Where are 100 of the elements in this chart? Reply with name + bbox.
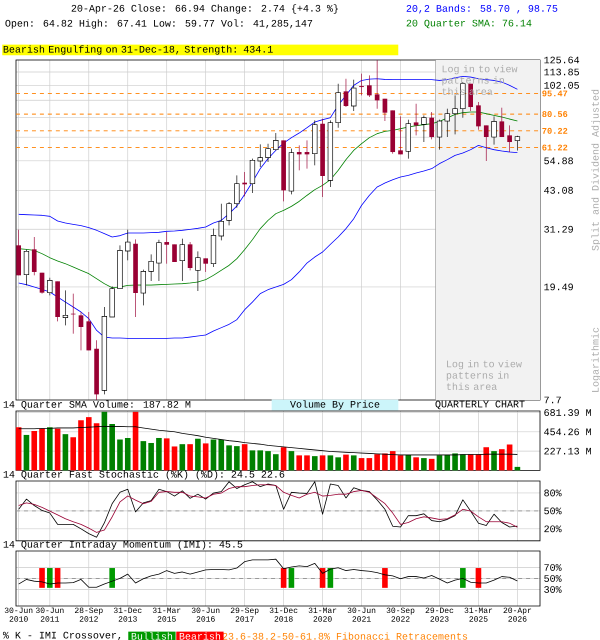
x-tick-label: 30-Jun 2011 [36,608,64,622]
candlestick [367,75,372,98]
ref-line-label: 70.22 [542,128,568,134]
chart-title: 14 Quarter Fast Stochastic (%K) (%D): 24.5 22.6 [4,470,284,480]
bar [187,444,193,470]
x-tick-label: 30-Jun 2010 [4,608,32,622]
bar [70,437,76,470]
candlestick [414,103,418,136]
x-tick-label: 30-Sep 2022 [386,608,414,622]
bar [491,451,497,470]
bar [117,440,123,470]
candlestick [476,102,481,130]
bar [265,451,271,470]
bar [86,417,92,470]
y-tick-label: 19.49 [544,284,573,290]
bar [413,457,419,470]
ref-line-label: 95.47 [542,90,568,96]
bar [382,453,388,470]
bar [428,458,434,470]
candlestick [499,107,504,138]
bar [94,423,100,470]
bar [102,412,108,470]
bar [288,451,294,470]
bar [280,447,286,470]
candlestick [444,108,450,138]
y-tick-label: 125.64 [544,56,580,64]
x-tick-label: 28-Sep 2012 [74,608,103,622]
candlestick [62,290,68,326]
candlestick [250,158,256,194]
candlestick [234,175,240,208]
candlestick [344,78,348,108]
x-tick-label: 29-Sep 2017 [230,608,258,622]
candlestick [374,60,380,110]
candlestick [164,232,170,264]
y-tick-label: 70% [544,564,562,571]
bar [109,424,115,470]
candlestick [156,239,162,282]
candlestick [452,95,458,135]
y-tick-label: 102.05 [544,82,579,89]
bar [156,438,162,470]
bar [140,441,146,470]
bar [124,438,131,470]
candlestick [195,250,201,292]
candlestick [359,73,364,96]
text: Volume By Price [290,400,380,410]
chart-title: 14 Quarter SMA Volume: 187.82 M [4,400,190,410]
bar [406,454,412,470]
y-tick-label: 31.29 [544,226,573,233]
candlestick [180,238,185,282]
y-tick-label: 227.13 M [544,448,591,455]
candlestick [484,125,489,162]
bar [320,455,326,470]
candlestick [398,116,403,155]
candlestick [273,132,278,151]
chart-title: 14 Quarter Intraday Momentum (IMI): 45.5 [4,540,242,550]
bar [180,444,186,470]
text: Bullish [132,632,172,640]
bar [31,431,38,470]
bar [54,428,60,470]
bar [436,455,442,470]
annotation: Log in to view patterns in this area [446,360,522,390]
candlestick [514,135,520,151]
y-tick-label: 454.26 M [544,428,591,436]
bar [499,449,505,470]
y-tick-label: 30% [544,586,562,593]
bar [312,456,318,470]
y-tick-label: 54.88 [544,157,573,164]
chart-subtitle: Open: 64.82 High: 67.41 Low: 59.77 Vol: 41,285,147 [5,19,312,29]
x-tick-label: 31-Dec 2013 [114,608,142,622]
bar [421,458,427,470]
bar [62,434,68,470]
bar [250,450,256,470]
bar [195,438,201,470]
bar [358,458,364,470]
candlestick [203,258,208,272]
candlestick [265,143,271,162]
bar [242,444,248,470]
bar [366,458,372,470]
x-tick-label: 31-Mar 2015 [152,608,180,622]
candlestick [507,125,512,152]
candlestick [429,112,434,140]
y-tick-label: 681.39 M [544,409,591,416]
bar [476,454,482,470]
bar [506,444,512,470]
bar [218,440,224,470]
bar [350,455,357,470]
bar [390,451,396,470]
bar [304,455,310,470]
bar [335,457,341,470]
bar [343,454,349,470]
x-tick-label: 31-Dec 2018 [270,608,298,622]
x-tick-label: 31-Mar 2020 [308,608,336,622]
x-tick-label: 31-Mar 2025 [464,608,492,622]
x-tick-label: 30-Jun 2016 [192,608,220,622]
bar [328,455,334,470]
candlestick [125,229,130,261]
bar [398,455,404,470]
bar [164,438,170,470]
bar [47,427,53,470]
candlestick [40,272,44,294]
